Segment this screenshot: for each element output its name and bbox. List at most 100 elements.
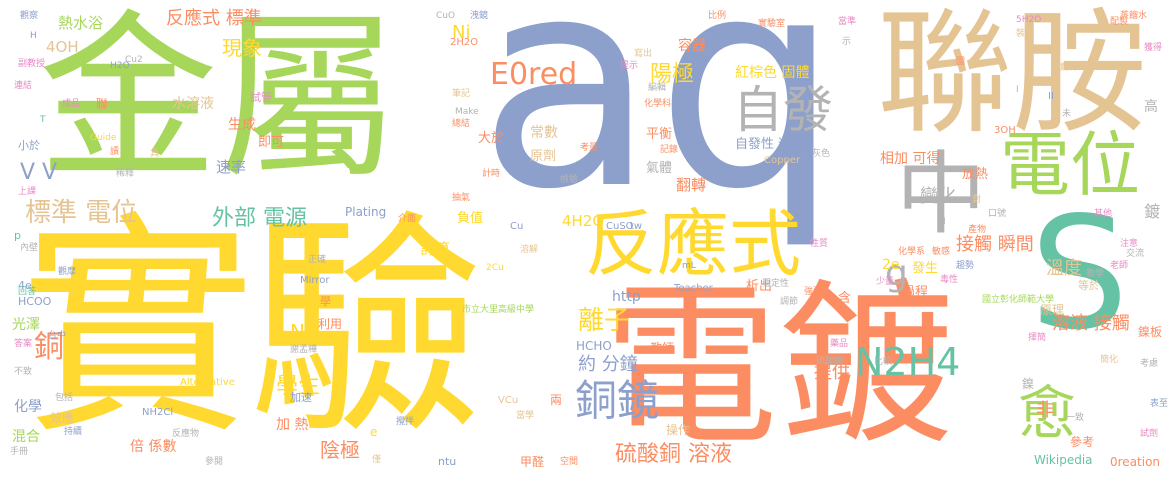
word-fasheng: 發生 [912,261,939,276]
word-teacher: Teacher [674,283,713,294]
word-biji: 筆記 [452,89,471,99]
word-tiqing: 提供 [814,362,850,383]
word-cuo: CuO [436,11,456,21]
word-guide: Guide [90,133,117,143]
word-cu: Cu [510,221,524,232]
word-qiangruo: 強弱 [804,287,823,297]
word-sulv: 速率 [216,158,247,176]
word-dengyu: 等於 [1078,279,1100,292]
word-duxing: 毒性 [940,275,959,285]
word-jiemian: 介面 [398,214,417,224]
word-jiechu-shunjian: 接觸 瞬間 [956,234,1034,255]
word-2cu: 2Cu [486,263,504,273]
word-huiying: 回答 [18,287,37,297]
word-shiyanshi: 實驗室 [758,19,786,29]
word-jubei: 具 [150,149,160,159]
word-guocheng: 過程 [902,285,929,300]
word-make: Make [455,107,479,117]
word-quxiang: 趨勢 [956,261,975,271]
word-guanmo: 觀摩 [58,267,77,277]
word-hcho: HCHO [576,339,612,353]
word-yangji: 陽極 [650,62,695,87]
word-ii: II [1048,91,1054,102]
word-xichu: 析出 [746,279,773,294]
word-cankao: 參考 [1070,435,1095,449]
word-xiaoyu: 小於 [18,139,40,152]
word-ntu: ntu [438,455,457,468]
word-fanyingshi: 反應式 [585,202,802,286]
word-aq: aq [478,0,840,253]
word-rerongyu: 熱水浴 [58,14,104,32]
word-kaolv: 考慮 [1140,359,1159,369]
word-hunhe: 混合 [12,429,40,445]
word-qiti: 氣體 [646,161,673,176]
word-jiejie: 解釋 [1060,63,1079,73]
word-yaopin: 藥品 [830,339,849,349]
word-yizhi: 一致 [1066,413,1085,423]
word-jike: 即可 [258,135,285,150]
word-nie: 鎳 [1022,377,1035,391]
word-tiaojie: 調節 [780,297,799,307]
word-vv: V V [20,160,58,185]
word-zifa: 自發 [733,81,833,139]
word-wikipedia: Wikipedia [1034,453,1093,467]
word-shengcheng: 生成 [228,117,256,133]
word-jiasu: 加速 [290,391,312,404]
word-4oh: 4OH [46,38,79,56]
word-fanzhuan: 翻轉 [676,176,707,194]
word-dianwei: 電位 [1000,124,1140,206]
word-p: p [14,229,21,242]
word-n2h4: N2H4 [855,340,961,384]
word-lianjie: 連結 [14,81,33,91]
word-jiaoban: 攪拌 [396,417,415,427]
word-zongjie: 總結 [452,119,471,129]
word-taizhong: 台中 [48,331,67,341]
word-du: 鍍 [1144,202,1161,221]
word-wendu: 溫度 [1046,258,1082,279]
word-rongye-jiechu: 溶液 接觸 [1052,313,1130,334]
word-h2o: H2O [110,61,130,71]
word-han: 含 [838,291,852,306]
word-tishi: 提示 [620,61,639,71]
word-haiwu: 獲得 [1144,43,1163,53]
word-m: M [938,217,946,227]
word-xiangjia-kede: 相加 可得 [880,151,941,167]
word-plating: Plating [345,205,387,219]
word-bili: 比例 [708,11,727,21]
word-zhong: 中 [896,142,986,247]
word-huaxue: 化學 [14,399,42,415]
word-g: g [885,253,908,294]
word-lian: 聯 [96,97,109,111]
word-jianhua: 簡化 [1100,355,1119,365]
word-shuirongye: 水溶液 [172,96,214,112]
word-ni: Ni [452,22,471,43]
word-bianji: 編輯 [648,83,667,93]
word-http: http [612,289,641,305]
word-xiejing: 洩鏡 [470,11,489,21]
word-fujiaoshou: 副教授 [18,59,46,69]
word-xue: 學 [320,295,331,308]
word-oreation: 0reation [1110,455,1161,469]
word-xuesheng: 學生 [276,374,321,399]
word-h: H [30,31,37,41]
word-biaozhi: 表至 [1150,399,1169,409]
word-guo: 國 [956,57,966,67]
word-jianyan: 檢驗 [560,175,579,185]
word-fuxian: 稀釋 [116,169,135,179]
word-cu2: Cu2 [125,55,143,65]
word-dtaipei: 市立大里高級中學 [462,305,535,315]
word-jin: 僅 [372,455,382,465]
word-n2: N2 [290,320,318,344]
word-xie-zhilian: 謝孟樺 [290,345,318,355]
word-baohan: 包括 [55,393,74,403]
word-chixu: 持續 [64,427,83,437]
word-xiaoliang: 少量 [876,277,895,287]
word-chanshi: 產物 [968,225,987,235]
word-3oh: 3OH [994,125,1016,136]
word-dangxue: 當學 [516,411,535,421]
word-guanchadian: 觀察 [20,11,39,21]
word-bijiao: 比較 [874,357,893,367]
word-zhuangzhi: 裝置 [1016,29,1035,39]
word-peizhi: 配製 [1110,17,1129,27]
